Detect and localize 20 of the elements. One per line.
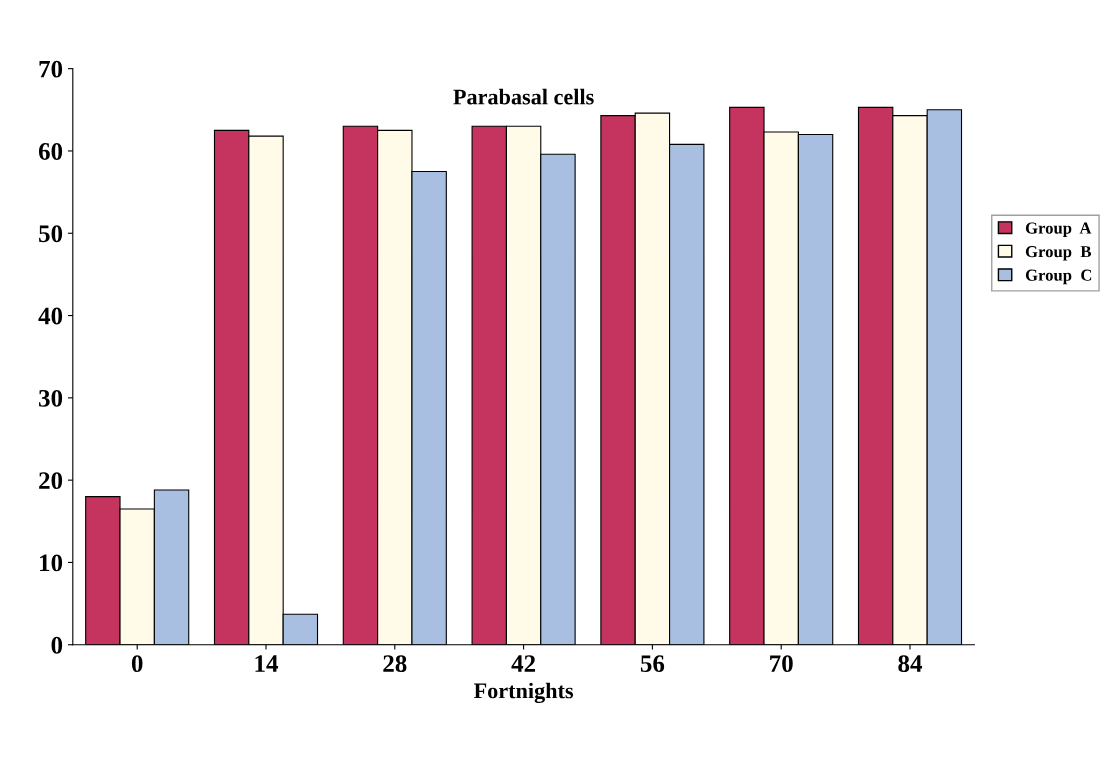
y-tick-label: 50 [39,225,63,243]
legend-label: Group B [1025,246,1092,261]
x-tick-label: 84 [898,655,923,673]
y-tick-label: 20 [39,472,63,490]
x-axis-title: Fortnights [473,682,574,704]
y-tick-label: 40 [38,307,63,325]
legend-label: Group A [1025,222,1092,238]
x-tick-label: 0 [131,655,143,673]
x-tick-label: 56 [640,655,665,673]
y-tick-label: 60 [38,143,63,160]
x-tick-label: 14 [255,655,279,672]
x-tick-label: 42 [511,655,536,672]
y-tick-label: 70 [39,60,63,78]
legend-label: Group C [1025,269,1092,285]
y-tick-label: 0 [51,636,63,654]
x-tick-label: 28 [383,655,407,673]
text: Parabasal cells [453,88,594,105]
y-tick-label: 10 [40,554,63,572]
x-tick-label: 70 [770,655,793,673]
y-tick-label: 30 [39,389,63,407]
